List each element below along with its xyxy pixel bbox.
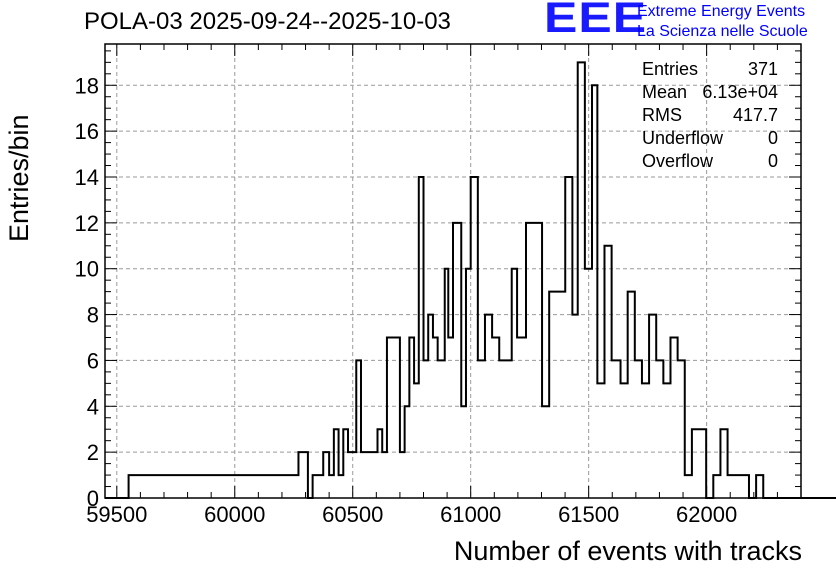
stat-key: Overflow: [642, 151, 714, 171]
stat-overflow: Overflow 0: [642, 151, 778, 174]
stat-underflow: Underflow 0: [642, 128, 778, 151]
y-tick-label: 10: [75, 257, 99, 282]
x-tick-label: 60500: [322, 502, 383, 527]
stat-value: 6.13e+04: [702, 82, 778, 102]
stat-key: RMS: [642, 105, 682, 125]
y-tick-label: 16: [75, 119, 99, 144]
stats-box: Entries 371 Mean 6.13e+04 RMS 417.7 Unde…: [642, 59, 778, 174]
stat-value: 0: [767, 151, 778, 171]
eee-logo: EEE: [544, 0, 648, 42]
stat-key: Underflow: [642, 128, 724, 148]
y-tick-label: 18: [75, 73, 99, 98]
histogram-outline: [105, 61, 836, 499]
stat-value: 417.7: [732, 105, 778, 125]
chart-title: POLA-03 2025-09-24--2025-10-03: [84, 8, 451, 35]
stat-value: 371: [747, 59, 778, 79]
stat-key: Entries: [642, 59, 699, 79]
y-tick-label: 4: [87, 394, 99, 419]
stat-mean: Mean 6.13e+04: [642, 82, 778, 105]
x-tick-label: 60000: [204, 502, 265, 527]
stat-value: 0: [767, 128, 778, 148]
y-tick-label: 8: [87, 303, 99, 328]
plot-frame: [104, 43, 802, 499]
x-tick-label: 62000: [676, 502, 737, 527]
logo-text-line1: Extreme Energy Events: [637, 3, 806, 20]
stat-key: Mean: [642, 82, 688, 102]
logo-text-line2: La Scienza nelle Scuole: [637, 23, 808, 40]
x-tick-label: 59500: [86, 502, 147, 527]
stat-entries: Entries 371: [642, 59, 778, 82]
y-tick-label: 6: [87, 348, 99, 373]
y-tick-label: 2: [87, 440, 99, 465]
stat-rms: RMS 417.7: [642, 105, 778, 128]
y-tick-label: 14: [75, 165, 99, 190]
x-tick-label: 61500: [558, 502, 619, 527]
x-axis-label: Number of events with tracks: [453, 536, 802, 566]
y-tick-label: 0: [87, 486, 99, 511]
y-tick-label: 12: [75, 211, 99, 236]
x-tick-label: 61000: [440, 502, 501, 527]
